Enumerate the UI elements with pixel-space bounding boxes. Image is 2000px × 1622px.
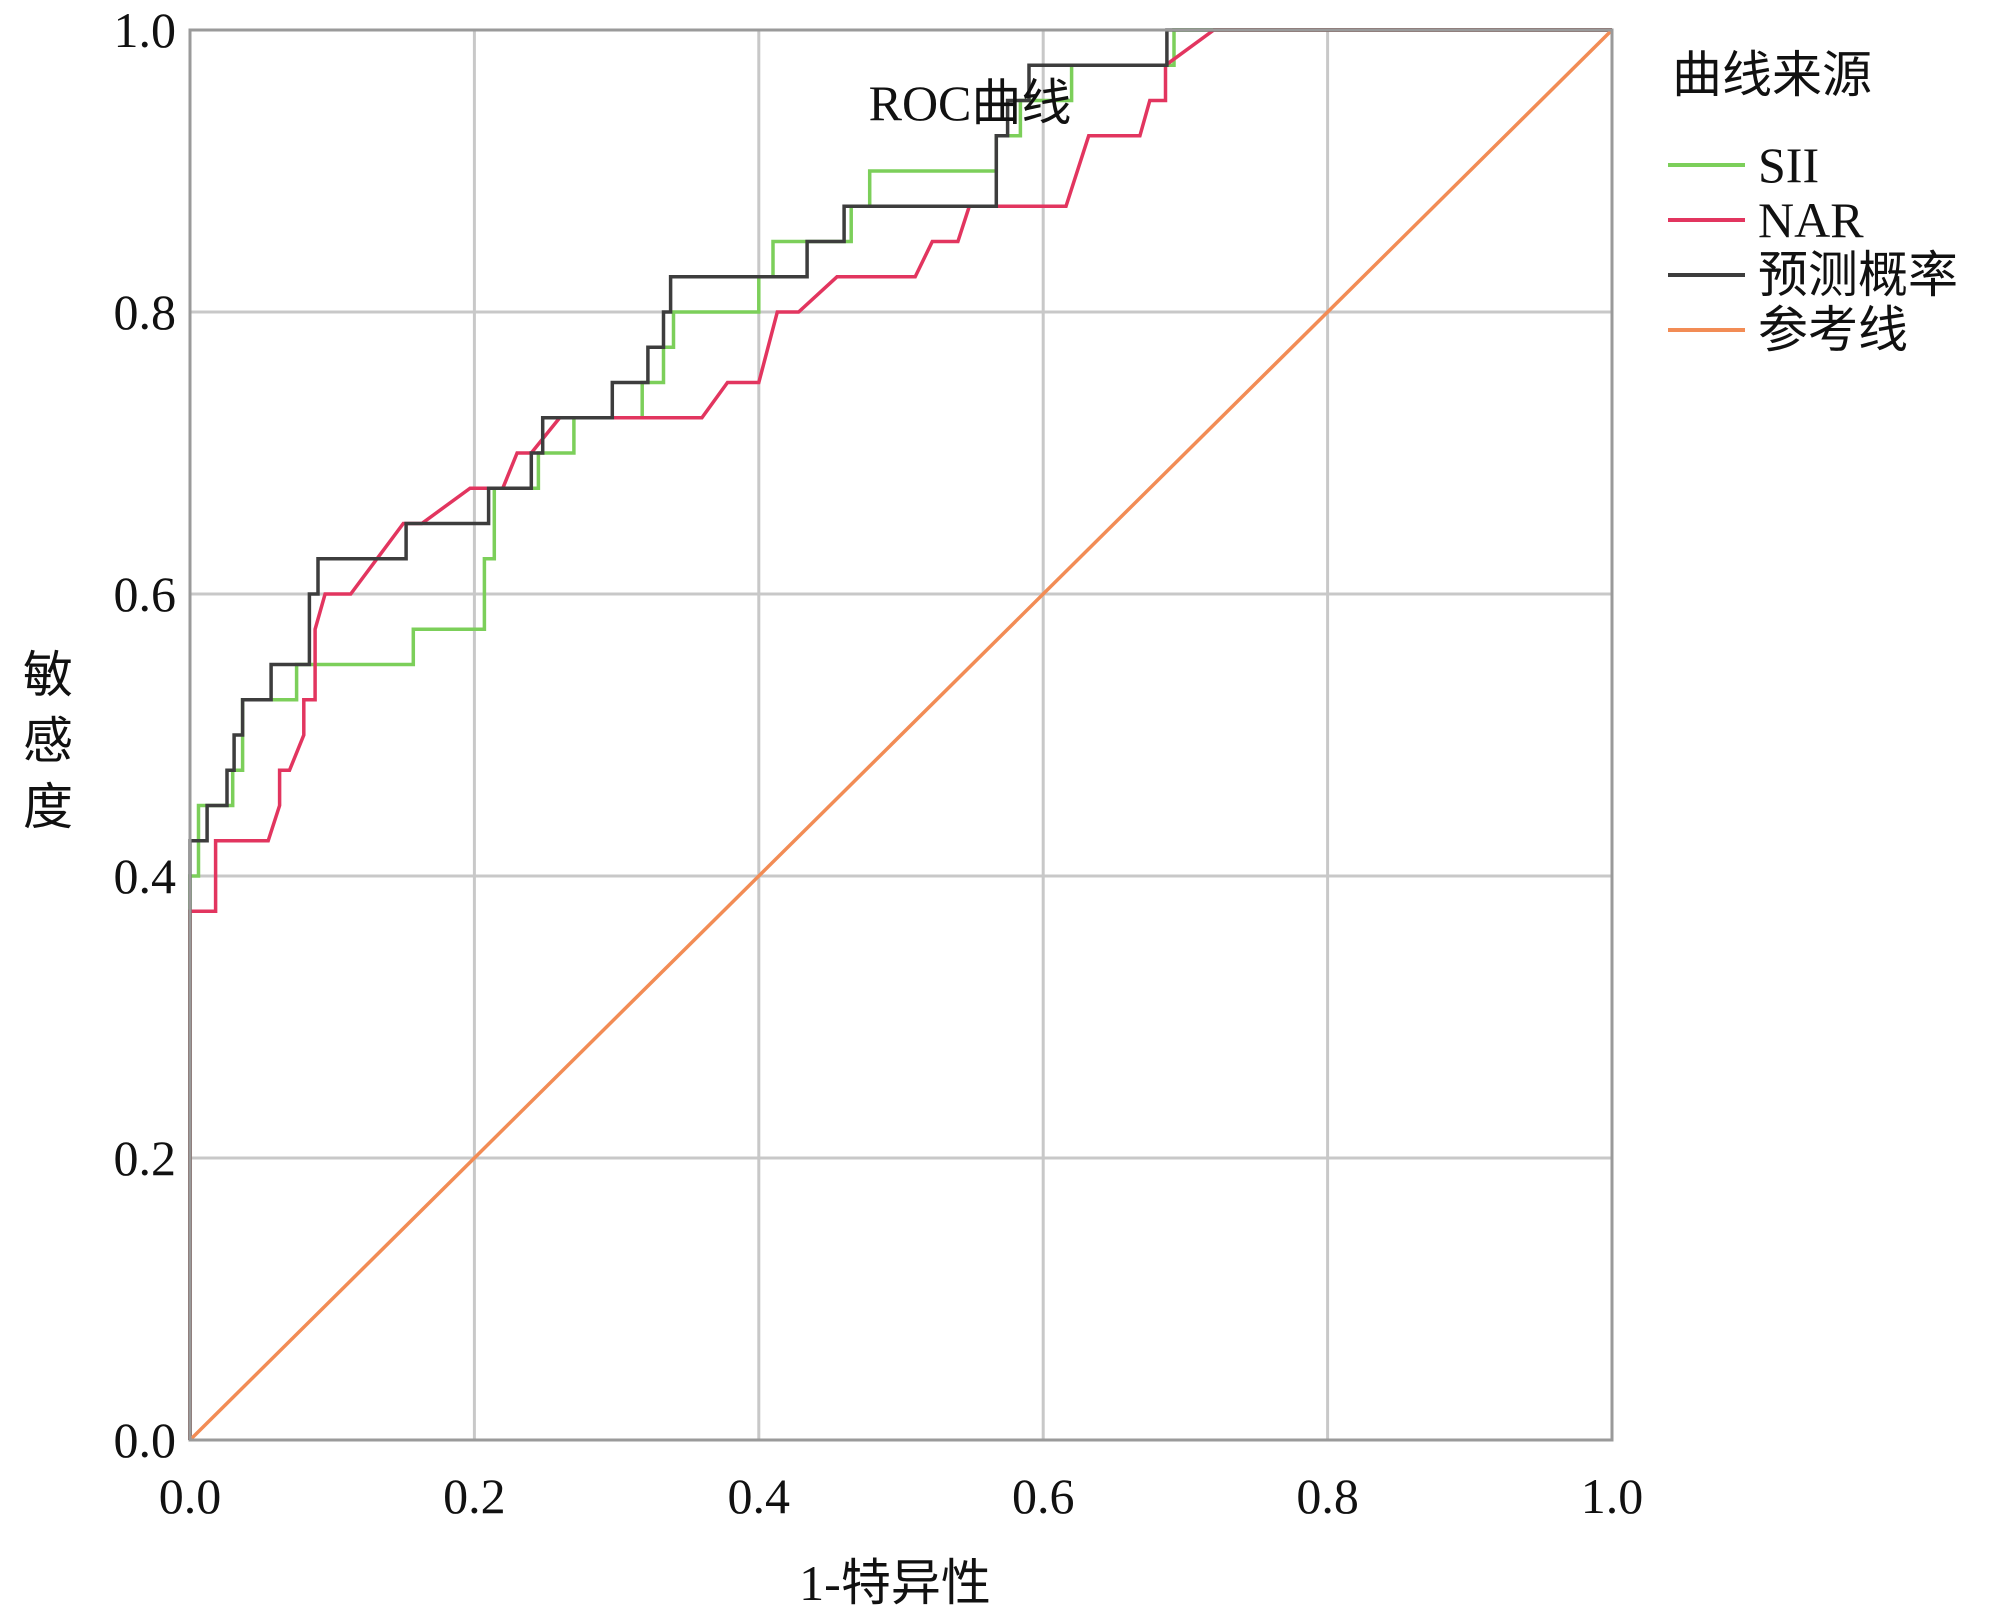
legend-label-predicted-probability: 预测概率 (1758, 247, 1958, 303)
tick-labels: 0.0 0.2 0.4 0.6 0.8 1.0 0.0 0.2 0.4 0.6 0.8 1.0 (114, 2, 1644, 1524)
x-tick-label-4: 0.8 (1296, 1468, 1359, 1524)
y-tick-label-4: 0.8 (114, 284, 177, 340)
y-axis-title-char: 敏 (23, 647, 73, 703)
y-tick-label-3: 0.6 (114, 566, 177, 622)
roc-series-layer (188, 28, 1614, 1442)
legend-label-nar: NAR (1758, 192, 1864, 248)
y-axis-title: 敏感度 (23, 647, 73, 835)
plot-frame (188, 28, 1614, 1442)
x-axis-title: 1-特异性 (799, 1555, 991, 1611)
legend-title: 曲线来源 (1672, 47, 1872, 103)
legend-label-reference: 参考线 (1758, 302, 1908, 358)
chart-title: ROC曲线 (869, 75, 1072, 131)
x-tick-label-0: 0.0 (159, 1468, 222, 1524)
x-tick-label-1: 0.2 (443, 1468, 506, 1524)
y-axis-title-char: 度 (23, 779, 73, 835)
series-line-reference (188, 28, 1614, 1442)
y-tick-label-2: 0.4 (114, 848, 177, 904)
x-tick-label-3: 0.6 (1012, 1468, 1075, 1524)
y-tick-label-5: 1.0 (114, 2, 177, 58)
legend-label-sii: SII (1758, 137, 1819, 193)
y-tick-label-0: 0.0 (114, 1412, 177, 1468)
y-tick-label-1: 0.2 (114, 1130, 177, 1186)
x-tick-label-2: 0.4 (728, 1468, 791, 1524)
x-tick-label-5: 1.0 (1581, 1468, 1644, 1524)
series-line-predicted-probability (188, 28, 1612, 1440)
y-axis-title-char: 感 (23, 713, 73, 769)
